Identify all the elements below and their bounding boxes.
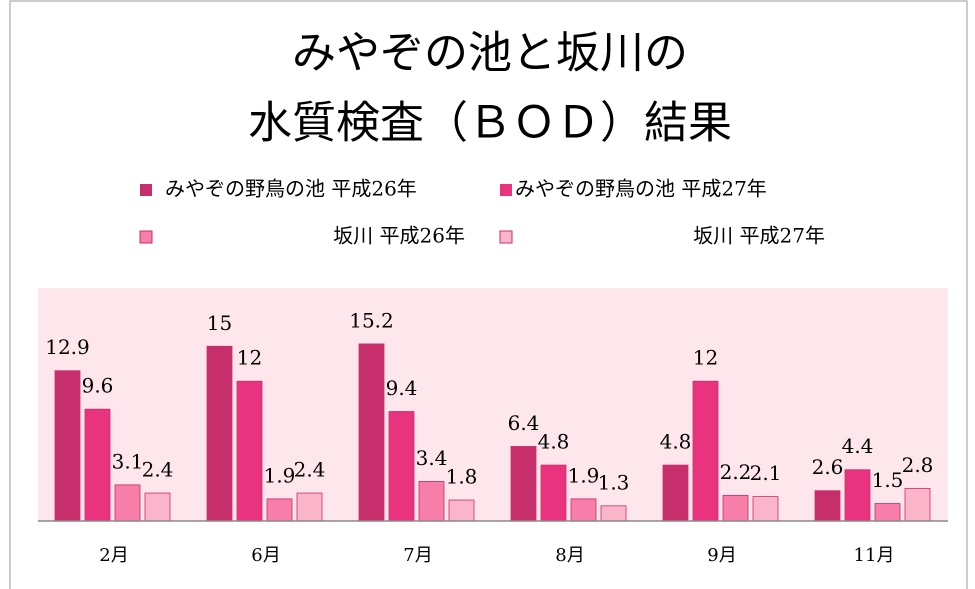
data-label: 2.4: [142, 458, 174, 482]
data-label: 1.9: [568, 463, 600, 487]
bar: [418, 480, 445, 522]
x-tick-label: 11月: [854, 545, 895, 566]
bar: [662, 464, 689, 522]
data-label: 15: [207, 311, 232, 335]
data-label: 1.8: [446, 465, 478, 489]
data-label: 2.6: [812, 455, 844, 479]
bar: [448, 499, 475, 522]
data-label: 12.9: [45, 335, 90, 359]
bar: [236, 380, 263, 522]
chart-title: 水質検査（ＢＯＤ）結果: [248, 98, 732, 149]
data-label: 2.1: [750, 461, 782, 485]
bar: [540, 464, 567, 522]
bar: [144, 492, 171, 522]
data-label: 9.4: [386, 376, 418, 400]
data-label: 15.2: [349, 308, 394, 332]
bar: [510, 446, 537, 522]
data-label: 12: [693, 346, 718, 370]
data-label: 3.1: [112, 449, 144, 473]
legend-label: 坂川 平成26年: [333, 224, 465, 248]
legend-label: みやぞの野鳥の池 平成26年: [165, 177, 417, 201]
legend-swatch: [500, 184, 512, 196]
data-label: 2.8: [902, 453, 934, 477]
bar: [752, 496, 779, 522]
legend-swatch: [139, 230, 153, 244]
bar: [692, 380, 719, 522]
bar: [388, 411, 415, 522]
bar: [874, 503, 901, 522]
data-label: 6.4: [508, 411, 540, 435]
data-label: 4.4: [842, 434, 874, 458]
bar: [54, 370, 81, 522]
data-label: 3.4: [416, 446, 448, 470]
bar: [358, 343, 385, 522]
data-label: 2.2: [720, 460, 752, 484]
legend-label: 坂川 平成27年: [693, 224, 825, 248]
bar: [844, 469, 871, 522]
bar: [206, 345, 233, 522]
data-label: 12: [237, 346, 262, 370]
legend-label: みやぞの野鳥の池 平成27年: [515, 177, 767, 201]
data-label: 1.9: [264, 463, 296, 487]
bar: [722, 494, 749, 522]
bar: [814, 490, 841, 522]
bar: [904, 487, 931, 522]
legend-swatch: [140, 184, 152, 196]
bar: [84, 408, 111, 522]
bar: [570, 498, 597, 522]
bar: [296, 492, 323, 522]
bar: [600, 505, 627, 522]
data-label: 9.6: [82, 374, 114, 398]
data-label: 1.5: [872, 468, 904, 492]
data-label: 4.8: [538, 430, 570, 454]
legend-swatch: [499, 230, 513, 244]
plot-area: [38, 288, 948, 521]
x-tick-label: 8月: [555, 545, 584, 566]
data-label: 4.8: [660, 430, 692, 454]
x-tick-label: 2月: [99, 545, 128, 566]
data-label: 1.3: [598, 470, 630, 494]
x-tick-label: 9月: [707, 545, 736, 566]
x-tick-label: 7月: [403, 545, 432, 566]
chart-title: みやぞの池と坂川の: [292, 28, 688, 79]
x-tick-label: 6月: [251, 545, 280, 566]
bar: [266, 498, 293, 522]
data-label: 2.4: [294, 458, 326, 482]
bar: [114, 484, 141, 522]
